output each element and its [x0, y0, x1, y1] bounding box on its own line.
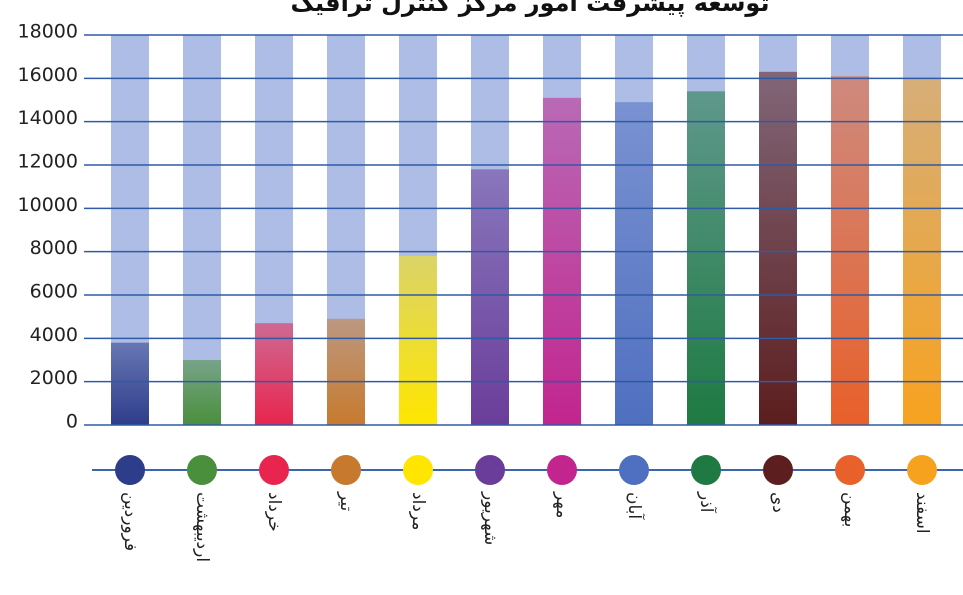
legend-dot	[331, 455, 361, 485]
y-tick-label: 4000	[30, 324, 78, 346]
bar	[543, 97, 581, 425]
legend-dot	[835, 455, 865, 485]
x-tick-label: اردیبهشت	[192, 492, 212, 562]
y-tick-label: 8000	[30, 237, 78, 259]
y-tick-label: 12000	[18, 151, 78, 173]
x-tick-label: شهریور	[480, 491, 500, 545]
x-tick-label: فروردین	[120, 492, 140, 551]
x-tick-label: اسفند	[912, 492, 932, 534]
bar	[183, 360, 221, 425]
bar	[399, 256, 437, 425]
x-tick-label: خرداد	[264, 492, 284, 532]
x-tick-label: مهر	[552, 491, 572, 518]
bar	[615, 102, 653, 426]
legend-dot	[475, 455, 505, 485]
bar	[111, 342, 149, 425]
y-tick-label: 10000	[18, 194, 78, 216]
x-tick-label: تیر	[336, 491, 356, 512]
bar	[255, 323, 293, 425]
bar	[687, 91, 725, 425]
legend-dot	[763, 455, 793, 485]
y-tick-label: 0	[66, 411, 78, 433]
legend-dot	[619, 455, 649, 485]
y-tick-label: 18000	[18, 21, 78, 43]
y-tick-label: 16000	[18, 64, 78, 86]
legend-dot	[187, 455, 217, 485]
bar	[327, 318, 365, 425]
bar	[831, 76, 869, 426]
chart-title: توسعه پیشرفت امور مرکز کنترل ترافیک	[290, 0, 769, 17]
x-tick-label: آذر	[696, 491, 718, 514]
legend-dot	[691, 455, 721, 485]
x-tick-label: آبان	[624, 492, 646, 520]
legend-dot	[259, 455, 289, 485]
x-tick-label: بهمن	[840, 492, 860, 527]
y-tick-label: 14000	[18, 107, 78, 129]
legend-dot	[907, 455, 937, 485]
y-tick-label: 2000	[30, 367, 78, 389]
legend-dot	[403, 455, 433, 485]
legend-dot	[115, 455, 145, 485]
y-tick-label: 6000	[30, 281, 78, 303]
x-tick-label: دی	[768, 492, 788, 513]
legend-dot	[547, 455, 577, 485]
bar	[759, 71, 797, 425]
x-tick-label: مرداد	[408, 492, 428, 530]
